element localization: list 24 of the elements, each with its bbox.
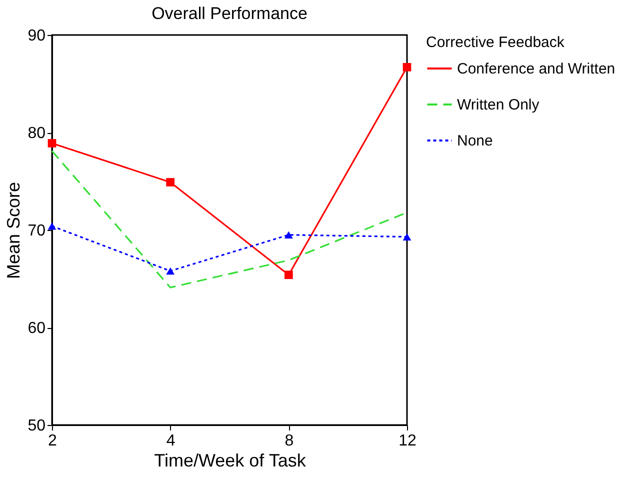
point <box>166 267 175 275</box>
y-tick-label: 60 <box>28 320 46 337</box>
y-axis-title: Mean Score <box>4 182 24 280</box>
y-tick-label: 90 <box>28 28 46 44</box>
legend-label: None <box>457 132 493 150</box>
x-tick-label: 4 <box>166 432 176 450</box>
y-tick-label: 80 <box>28 125 46 142</box>
y-tick-label: 50 <box>28 418 46 434</box>
y-tick-label: 70 <box>28 222 46 240</box>
x-tick-label: 8 <box>284 432 294 450</box>
x-tick-label: 12 <box>398 432 416 450</box>
legend-label: Conference and Written <box>457 60 616 78</box>
x-axis-title: Time/Week of Task <box>154 450 307 470</box>
legend-title: Corrective Feedback <box>426 34 565 51</box>
point <box>284 270 293 280</box>
point <box>284 231 293 238</box>
point <box>166 178 175 186</box>
point <box>402 62 412 72</box>
point <box>48 222 56 230</box>
x-tick-label: 2 <box>48 432 58 450</box>
point <box>402 233 412 240</box>
chart-title: Overall Performance <box>152 4 308 23</box>
point <box>48 139 56 148</box>
legend-label: Written Only <box>457 96 540 114</box>
